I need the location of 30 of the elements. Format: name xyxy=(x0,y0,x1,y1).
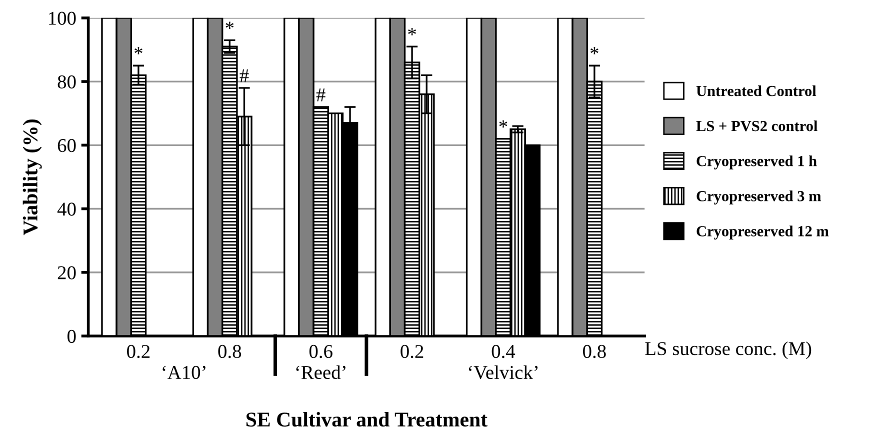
y-tick-label: 0 xyxy=(68,330,76,343)
annotation: # xyxy=(240,69,249,82)
annotation: * xyxy=(226,22,234,29)
annotation: * xyxy=(134,47,142,54)
annotation: * xyxy=(499,120,508,128)
x-tick-label: 0.6 xyxy=(309,344,332,358)
text: ‘A10’ xyxy=(162,366,206,380)
annotation: * xyxy=(408,28,416,36)
y-axis-title: Viability (%) xyxy=(22,120,42,236)
x-tick-label: 0.4 xyxy=(492,344,516,358)
legend-label: Cryopreserved 1 h xyxy=(696,155,817,170)
x-tick-label: 0.8 xyxy=(583,344,606,358)
y-tick-label: 100 xyxy=(49,12,76,25)
legend-label: Untreated Control xyxy=(696,85,816,96)
text: ‘Velvick’ xyxy=(468,365,538,380)
x-tick-label: 0.2 xyxy=(127,344,150,358)
legend-label: Cryopreserved 12 m xyxy=(696,226,829,240)
legend-label: LS + PVS2 control xyxy=(696,120,818,132)
y-tick-label: 60 xyxy=(58,138,76,152)
y-tick-label: 40 xyxy=(57,202,76,216)
x-axis-title: SE Cultivar and Treatment xyxy=(246,412,488,427)
x-tick-label: 0.2 xyxy=(400,344,424,358)
y-tick-label: 20 xyxy=(58,266,76,280)
annotation: * xyxy=(590,47,598,54)
text: ‘Reed’ xyxy=(296,365,346,380)
legend-label: Cryopreserved 3 m xyxy=(696,190,822,204)
y-tick-label: 80 xyxy=(58,75,76,88)
x-tick-label: 0.8 xyxy=(218,344,242,358)
annotation: # xyxy=(316,88,326,102)
text: LS sucrose conc. (M) xyxy=(645,341,812,360)
